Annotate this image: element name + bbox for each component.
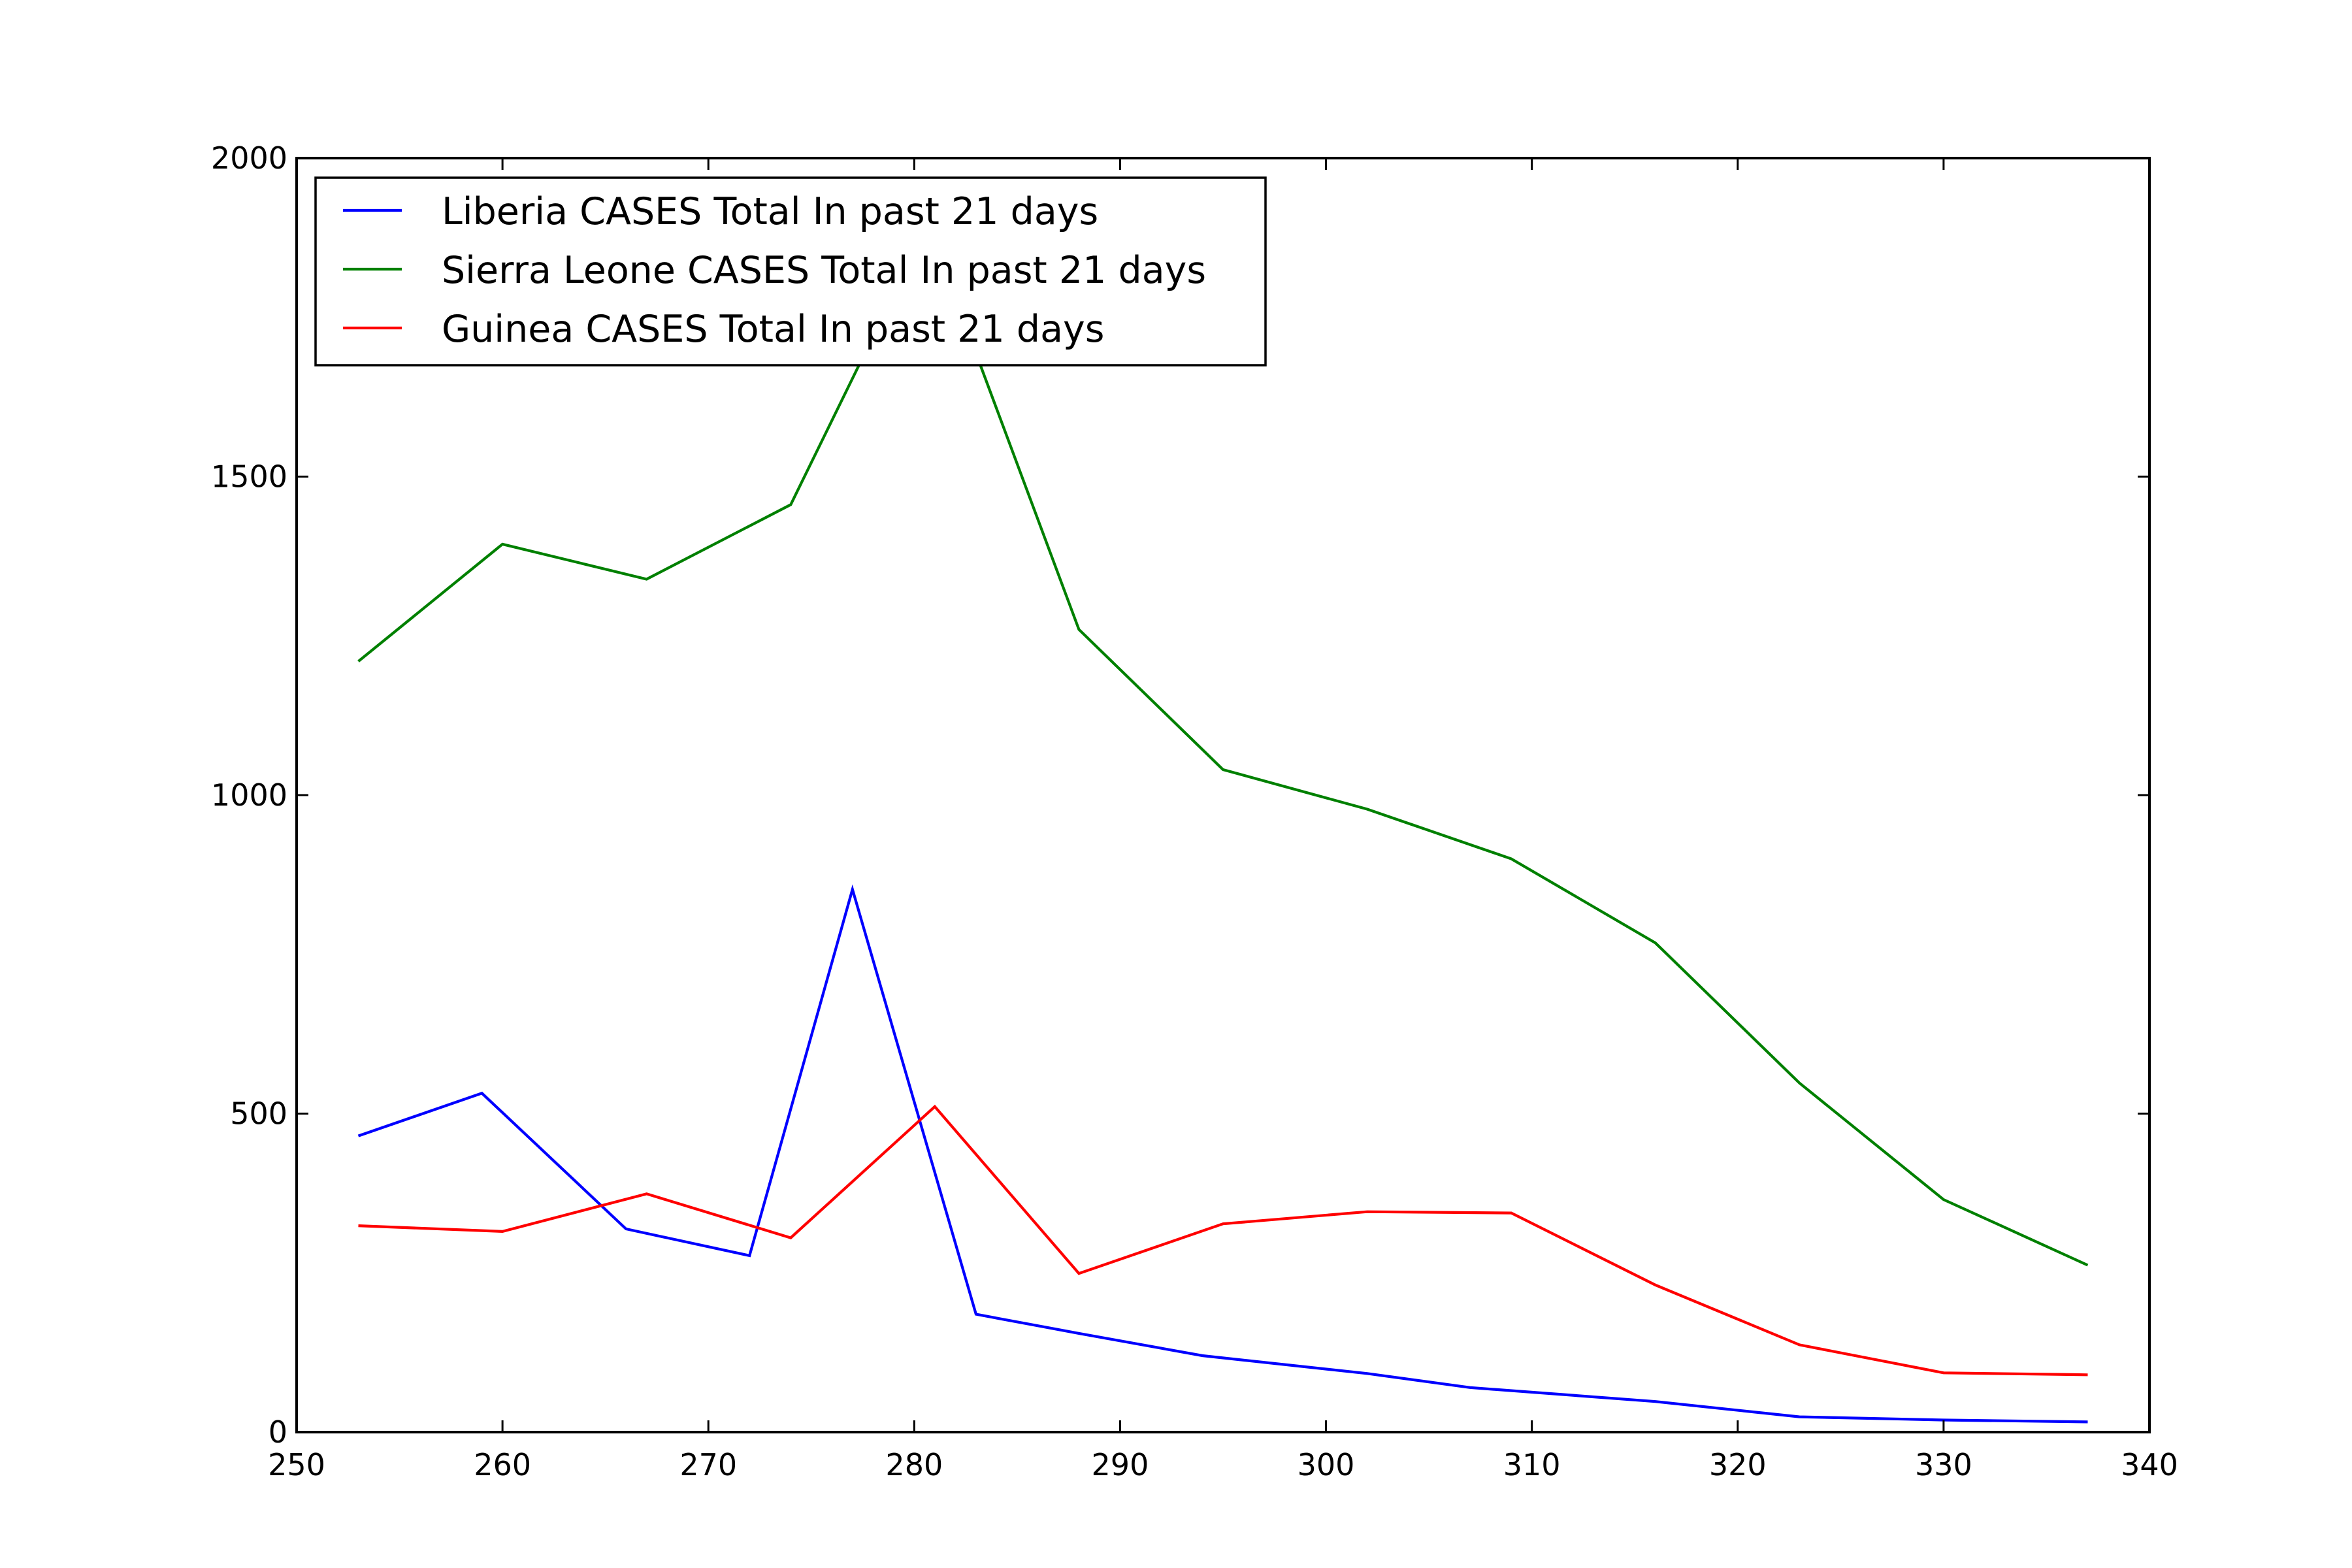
x-tick-label: 310 [1503,1447,1561,1482]
x-tick-label: 260 [474,1447,531,1482]
x-tick-label: 290 [1092,1447,1149,1482]
legend: Liberia CASES Total In past 21 days Sierr… [314,176,1267,367]
x-tick-label: 330 [1915,1447,1972,1482]
x-tick-label: 320 [1709,1447,1767,1482]
y-tick-label: 2000 [211,140,287,176]
x-tick-label: 300 [1298,1447,1355,1482]
series-layer [357,296,2089,1424]
legend-label-1: Liberia CASES Total In past 21 days [442,190,1098,233]
series-line-3 [358,1104,2088,1377]
y-tick-label: 0 [269,1414,287,1450]
x-tick-label: 270 [679,1447,737,1482]
legend-label-3: Guinea CASES Total In past 21 days [442,308,1104,351]
series-line-1 [357,884,2088,1424]
y-tick-label: 1500 [211,459,287,495]
x-tick-label: 250 [268,1447,325,1482]
x-tick-label: 340 [2121,1447,2178,1482]
legend-label-2: Sierra Leone CASES Total In past 21 days [442,249,1206,292]
plot-area [357,296,2089,1424]
x-tick-label: 280 [885,1447,943,1482]
y-tick-label: 500 [230,1096,287,1132]
axes-layer: 250 260 270 280 290 300 310 320 330 340 0 500 1000 15… [211,140,2178,1482]
series-line-2 [357,296,2089,1267]
y-tick-label: 1000 [211,777,287,813]
legend-box [314,176,1267,367]
